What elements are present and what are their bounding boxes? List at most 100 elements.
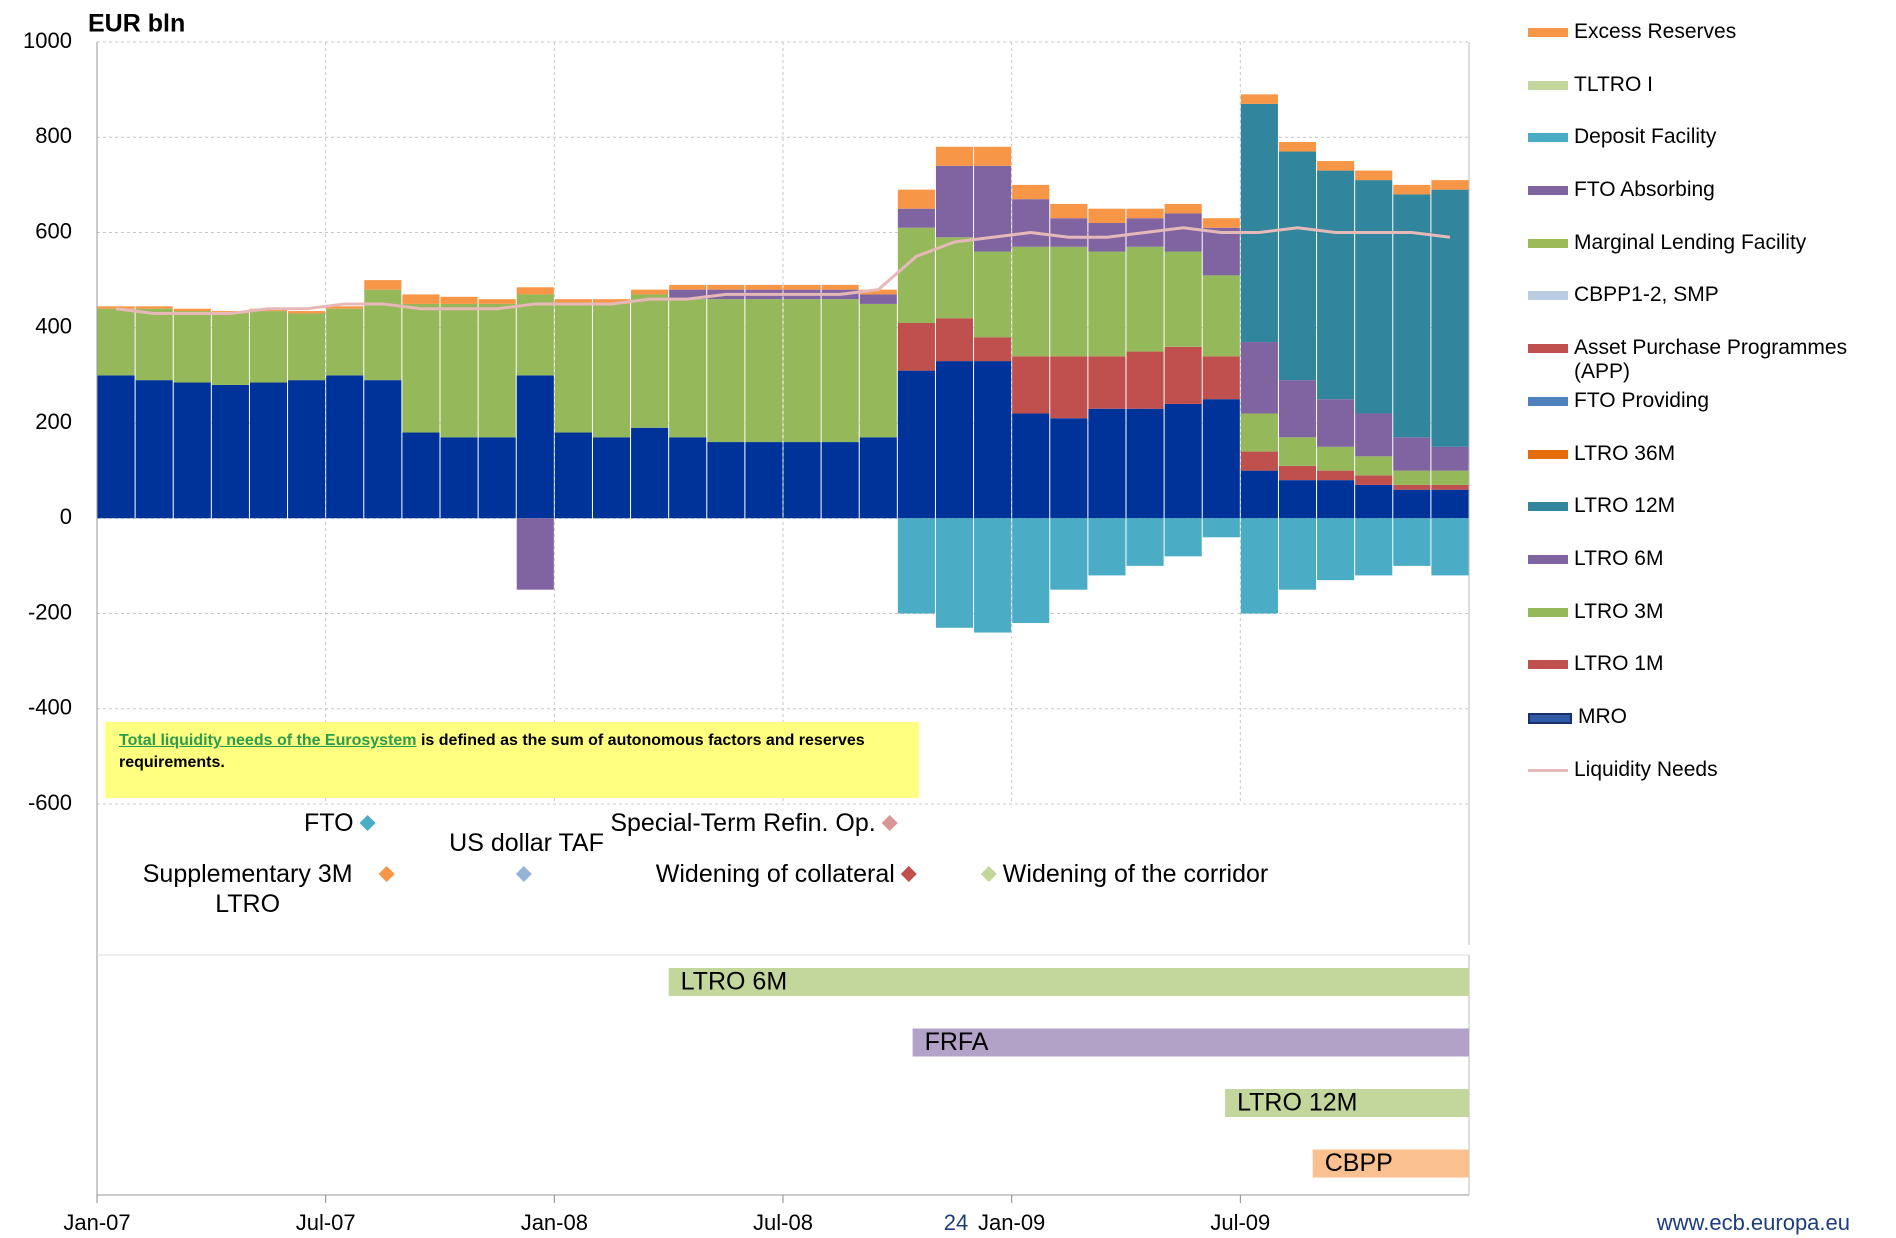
bar-segment xyxy=(97,375,135,519)
bar-segment xyxy=(1088,408,1126,519)
timeline-label: LTRO 12M xyxy=(1237,1089,1357,1117)
bar-segment xyxy=(1050,246,1088,357)
bar-segment xyxy=(402,432,440,519)
bar-segment xyxy=(478,299,516,304)
legend-label: Liquidity Needs xyxy=(1574,757,1718,781)
y-tick-label: 800 xyxy=(35,123,72,148)
timeline-bar xyxy=(1225,1089,1469,1117)
bar-segment xyxy=(516,518,554,590)
bar-segment xyxy=(935,146,974,166)
bar-segment xyxy=(1012,518,1050,624)
bar-segment xyxy=(1355,456,1393,476)
y-axis-label: EUR bln xyxy=(88,10,185,38)
legend-item: FTO Absorbing xyxy=(1528,178,1888,231)
bar-segment xyxy=(1202,227,1240,276)
bar-segment xyxy=(1240,94,1278,104)
bar-segment xyxy=(1240,103,1278,343)
bar-segment xyxy=(707,284,745,290)
legend-item: TLTRO I xyxy=(1528,73,1888,126)
bar-segment xyxy=(821,284,859,290)
bar-segment xyxy=(1431,446,1469,471)
bar-segment xyxy=(1317,480,1355,519)
legend-item: Excess Reserves xyxy=(1528,20,1888,73)
bar-segment xyxy=(1164,213,1202,252)
bar-segment xyxy=(669,299,707,438)
bar-segment xyxy=(288,313,326,381)
bar-segment xyxy=(897,208,935,228)
bar-segment xyxy=(440,303,478,438)
timeline-label: LTRO 6M xyxy=(681,968,788,996)
event-marker xyxy=(359,815,376,831)
bar-segment xyxy=(859,303,897,438)
bar-segment xyxy=(1126,518,1164,566)
bar-segment xyxy=(173,311,211,383)
bar-segment xyxy=(631,427,669,519)
bar-segment xyxy=(1393,470,1431,485)
bar-segment xyxy=(173,382,211,519)
bar-segment xyxy=(1164,251,1202,347)
bar-segment xyxy=(935,165,974,238)
y-tick-label: -600 xyxy=(28,790,72,815)
bar-segment xyxy=(1240,470,1278,519)
event-label: Widening of collateral xyxy=(655,860,895,888)
bar-segment xyxy=(1431,518,1469,576)
bar-segment xyxy=(1202,218,1240,228)
bar-segment xyxy=(249,311,288,383)
bar-segment xyxy=(135,380,173,519)
bar-segment xyxy=(1393,489,1431,519)
x-tick-label: Jul-08 xyxy=(753,1210,813,1235)
bar-segment xyxy=(1126,408,1164,519)
bar-segment xyxy=(859,437,897,519)
note-link: Total liquidity needs of the Eurosystem xyxy=(119,732,417,749)
bar-segment xyxy=(440,437,478,519)
bar-segment xyxy=(135,306,173,309)
bar-segment xyxy=(1393,437,1431,471)
bar-segment xyxy=(326,375,364,519)
legend-label: LTRO 3M xyxy=(1574,599,1664,623)
bar-segment xyxy=(897,227,935,323)
bar-segment xyxy=(1202,518,1240,538)
legend-label: FTO Absorbing xyxy=(1574,178,1715,202)
source: www.ecb.europa.eu xyxy=(1656,1210,1850,1235)
bar-segment xyxy=(1050,356,1088,419)
bar-segment xyxy=(935,361,974,519)
y-tick-label: 200 xyxy=(35,409,72,434)
bar-segment xyxy=(1012,246,1050,357)
bar-segment xyxy=(1317,399,1355,447)
bar-segment xyxy=(1393,184,1431,195)
legend-item: LTRO 6M xyxy=(1528,547,1888,600)
legend-label: Asset Purchase Programmes (APP) xyxy=(1574,336,1848,384)
bar-segment xyxy=(897,370,935,519)
bar-segment xyxy=(1393,484,1431,490)
legend-swatch xyxy=(1528,28,1568,37)
liquidity-line xyxy=(115,226,1451,315)
bar-segment xyxy=(97,308,135,376)
legend-swatch xyxy=(1528,344,1568,354)
legend-item: Marginal Lending Facility xyxy=(1528,231,1888,284)
bar-segment xyxy=(1431,484,1469,490)
y-tick-label: -400 xyxy=(28,695,72,720)
bar-segment xyxy=(669,437,707,519)
bar-segment xyxy=(859,294,897,304)
bar-segment xyxy=(592,303,631,438)
bar-segment xyxy=(1050,218,1088,247)
bar-segment xyxy=(1278,142,1317,152)
timeline-label: FRFA xyxy=(925,1028,989,1056)
bar-segment xyxy=(478,437,516,519)
bar-segment xyxy=(326,308,364,376)
bar-segment xyxy=(1431,489,1469,519)
legend-item: Liquidity Needs xyxy=(1528,758,1888,811)
bar-segment xyxy=(1012,199,1050,247)
bar-segment xyxy=(1355,170,1393,181)
bar-segment xyxy=(1317,161,1355,171)
legend-label: Excess Reserves xyxy=(1574,20,1737,43)
y-tick-label: 600 xyxy=(35,218,72,243)
bar-segment xyxy=(554,299,592,304)
bar-segment xyxy=(1126,208,1164,219)
bar-segment xyxy=(974,146,1012,166)
bar-segment xyxy=(249,382,288,519)
bar-segment xyxy=(1050,418,1088,519)
bar-segment xyxy=(669,284,707,290)
x-tick-label: Jul-09 xyxy=(1210,1210,1270,1235)
event-marker xyxy=(378,866,395,882)
